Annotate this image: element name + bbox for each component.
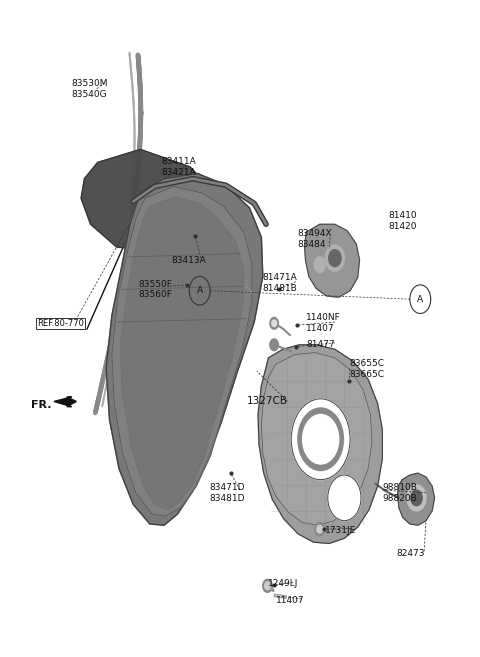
Text: 81410
81420: 81410 81420 bbox=[388, 211, 417, 231]
Text: FR.: FR. bbox=[31, 400, 52, 411]
Text: 83471D
83481D: 83471D 83481D bbox=[209, 483, 245, 503]
Text: 83411A
83421A: 83411A 83421A bbox=[162, 157, 196, 177]
Circle shape bbox=[270, 339, 278, 351]
Text: A: A bbox=[197, 286, 203, 295]
Text: 83494X
83484: 83494X 83484 bbox=[297, 229, 332, 249]
Polygon shape bbox=[120, 197, 244, 510]
Circle shape bbox=[407, 485, 426, 511]
Text: 83550F
83560F: 83550F 83560F bbox=[138, 279, 172, 300]
Circle shape bbox=[263, 579, 272, 593]
Circle shape bbox=[325, 245, 344, 271]
Polygon shape bbox=[304, 224, 360, 297]
Circle shape bbox=[317, 525, 323, 533]
Text: 83413A: 83413A bbox=[171, 256, 206, 265]
Circle shape bbox=[270, 317, 278, 329]
Text: 1249LJ: 1249LJ bbox=[267, 579, 298, 589]
Text: 82473: 82473 bbox=[396, 549, 425, 558]
Text: 1327CB: 1327CB bbox=[247, 396, 288, 407]
Text: REF.80-770: REF.80-770 bbox=[37, 319, 84, 328]
Text: A: A bbox=[417, 295, 423, 304]
Circle shape bbox=[329, 250, 341, 267]
Text: 83655C
83665C: 83655C 83665C bbox=[349, 359, 384, 379]
Text: 1731JE: 1731JE bbox=[325, 526, 357, 535]
Text: 81477: 81477 bbox=[306, 340, 335, 350]
Circle shape bbox=[315, 522, 324, 535]
Polygon shape bbox=[106, 173, 263, 525]
Text: 83530M
83540G: 83530M 83540G bbox=[72, 79, 108, 99]
Circle shape bbox=[272, 320, 276, 327]
Text: 81471A
81481B: 81471A 81481B bbox=[263, 273, 298, 293]
Text: 11407: 11407 bbox=[276, 596, 304, 604]
Text: 98810B
98820B: 98810B 98820B bbox=[383, 483, 417, 503]
Circle shape bbox=[328, 475, 361, 521]
Polygon shape bbox=[81, 149, 207, 250]
Circle shape bbox=[302, 415, 339, 464]
Circle shape bbox=[298, 408, 343, 470]
Polygon shape bbox=[112, 187, 252, 516]
Circle shape bbox=[314, 257, 325, 273]
Polygon shape bbox=[258, 345, 383, 543]
Polygon shape bbox=[54, 397, 76, 407]
Circle shape bbox=[264, 582, 270, 590]
Text: 1140NF
11407: 1140NF 11407 bbox=[306, 313, 341, 333]
Polygon shape bbox=[397, 473, 434, 525]
Circle shape bbox=[411, 490, 422, 506]
Circle shape bbox=[291, 399, 350, 480]
Polygon shape bbox=[261, 353, 372, 525]
